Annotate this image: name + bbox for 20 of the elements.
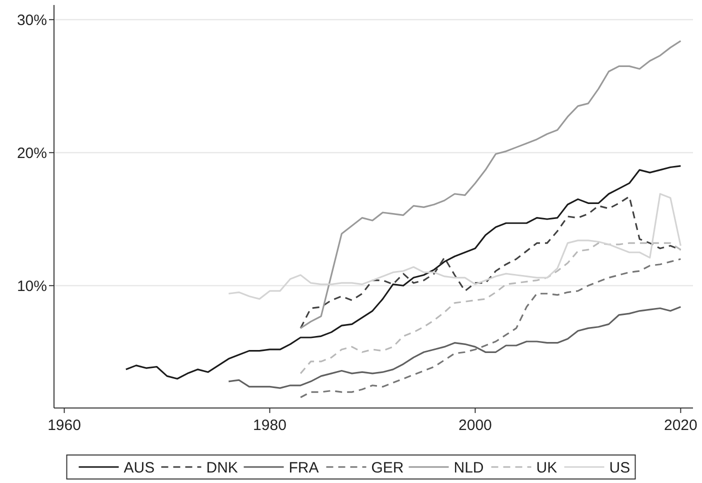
line-series [125,165,682,380]
y-tick-label: 20% [16,144,47,162]
legend-label: UK [536,459,558,476]
legend-label: NLD [454,459,484,476]
line-series [228,193,682,300]
line-series [300,242,682,374]
y-tick-label: 10% [16,278,47,295]
y-tick-label: 30% [16,12,47,29]
legend-label: FRA [288,459,319,476]
line-series [300,258,682,398]
line-series [300,40,682,329]
x-tick-label: 1980 [253,417,286,434]
legend-label: DNK [206,459,238,476]
line-series [228,306,682,389]
x-tick-label: 2000 [458,417,492,434]
legend-label: GER [371,459,404,476]
legend-label: US [609,459,630,476]
legend-label: AUS [124,459,155,476]
x-tick-label: 2020 [664,417,698,434]
x-tick-label: 1960 [48,417,81,434]
